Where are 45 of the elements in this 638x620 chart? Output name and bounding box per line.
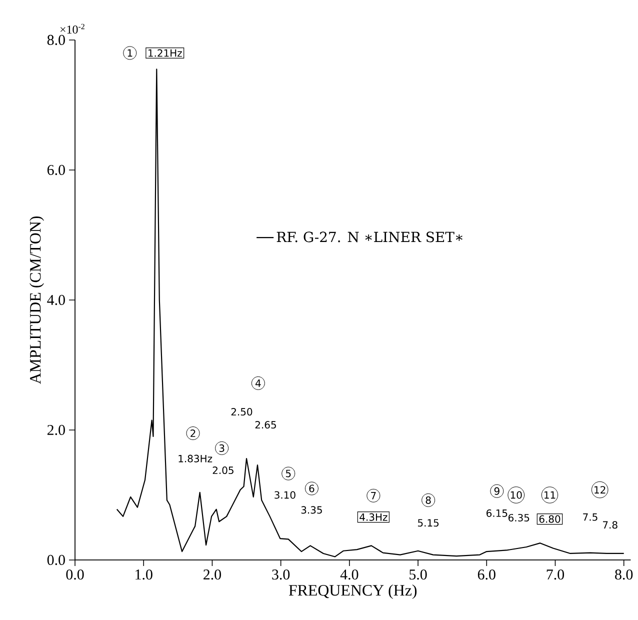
annotation: 7.8: [603, 521, 618, 529]
annotation: 9: [494, 487, 500, 495]
x-tick-label: 4.0: [340, 569, 358, 580]
annotation: 1: [128, 49, 132, 57]
annotation: 3.10: [274, 491, 296, 499]
legend-label: RF. G-27. N ∗LINER SET∗: [276, 232, 462, 242]
annotation: 12: [594, 486, 606, 494]
x-tick-label: 8.0: [615, 569, 633, 580]
annotation: 10: [510, 491, 522, 499]
annotation: 2.65: [255, 421, 276, 429]
x-tick-label: 5.0: [410, 569, 427, 580]
x-tick-label: 2.0: [204, 569, 221, 580]
annotation: 2.05: [212, 466, 234, 474]
x-tick-label: 6.0: [478, 569, 496, 580]
annotation: 1.83Hz: [178, 454, 212, 462]
annotation: 2: [190, 430, 196, 437]
y-tick-label: 0.0: [47, 554, 65, 566]
y-tick-label: 6.0: [47, 164, 65, 176]
x-tick-label: 7.0: [546, 569, 564, 580]
annotation: 3: [219, 444, 224, 452]
annotation: 4: [255, 380, 261, 387]
annotation: 6.80: [539, 515, 560, 523]
annotation: 7: [371, 492, 376, 500]
annotation: 11: [544, 491, 556, 499]
text: ×10$^{-2}$: [60, 24, 84, 34]
x-tick-label: 1.0: [136, 569, 152, 580]
annotation: 6.15: [486, 509, 508, 517]
annotation: 8: [426, 496, 431, 504]
annotation: 2.50: [231, 408, 252, 416]
line-series: [116, 68, 624, 558]
y-tick-label: 8.0: [47, 34, 65, 46]
annotation: 3.35: [301, 506, 322, 514]
annotation: 6: [309, 484, 314, 492]
annotation: 5.15: [418, 519, 439, 527]
annotation: 6.35: [508, 514, 530, 522]
x-tick-label: 3.0: [272, 569, 290, 580]
y-tick-label: 2.0: [47, 424, 65, 436]
annotation: 4.3Hz: [360, 513, 388, 521]
x-axis-title: FREQUENCY (Hz): [288, 584, 417, 599]
x-tick-label: 0.0: [66, 569, 84, 580]
annotation: 5: [286, 470, 291, 478]
y-tick-label: 4.0: [47, 294, 65, 306]
annotation: 1.21Hz: [148, 49, 182, 57]
y-axis-title: AMPLITUDE (CM/TON): [30, 216, 44, 384]
annotation: 7.5: [583, 513, 598, 521]
